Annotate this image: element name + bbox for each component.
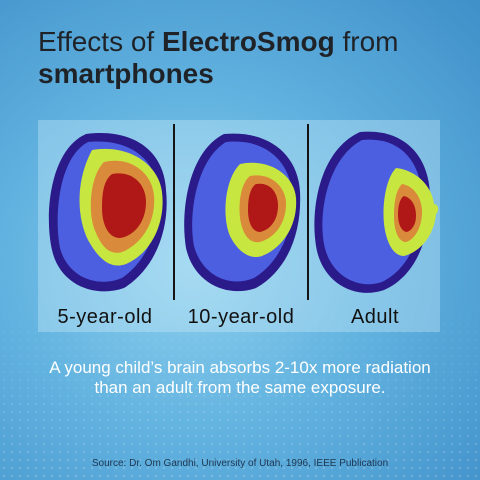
scan-divider: [173, 124, 175, 300]
panel-label-5-year-old: 5-year-old: [57, 306, 153, 328]
title-brand: ElectroSmog: [162, 26, 335, 57]
caption-line1: A young child’s brain absorbs 2-10x more…: [49, 358, 431, 377]
title-line2: smartphones: [38, 58, 214, 89]
scan-divider: [307, 124, 309, 300]
caption-line2: than an adult from the same exposure.: [94, 378, 386, 397]
panel-label-adult: Adult: [350, 306, 400, 328]
brain-scan-adult: [314, 131, 439, 293]
caption: A young child’s brain absorbs 2-10x more…: [30, 358, 450, 398]
brain-scan-10-year-old: [184, 133, 301, 292]
title-suffix: from: [334, 26, 399, 57]
source-citation: Source: Dr. Om Gandhi, University of Uta…: [91, 458, 389, 469]
panel-label-10-year-old: 10-year-old: [187, 306, 295, 328]
page-title: Effects of ElectroSmog from smartphones: [38, 26, 458, 90]
brain-scan-5-year-old: [48, 133, 167, 292]
title-prefix: Effects of: [38, 26, 162, 57]
